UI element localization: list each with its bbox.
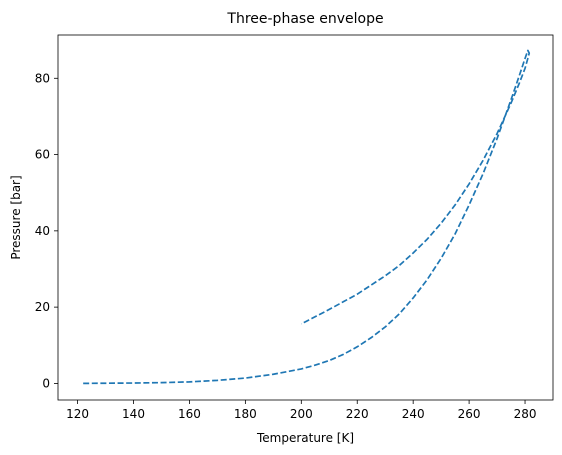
series-layer xyxy=(83,50,529,383)
x-tick-label: 160 xyxy=(178,407,201,421)
y-axis-label: Pressure [bar] xyxy=(9,175,23,259)
series-line-0 xyxy=(83,50,529,383)
x-tick-label: 260 xyxy=(458,407,481,421)
y-tick-label: 20 xyxy=(35,300,50,314)
x-tick-label: 180 xyxy=(234,407,257,421)
x-axis-label: Temperature [K] xyxy=(256,431,354,445)
x-tick-label: 220 xyxy=(346,407,369,421)
y-tick-label: 60 xyxy=(35,148,50,162)
y-tick-label: 0 xyxy=(42,376,50,390)
plot-frame xyxy=(58,35,553,400)
x-tick-label: 280 xyxy=(514,407,537,421)
x-axis-ticks: 120 140 160 180 200 220 240 260 280 xyxy=(66,400,536,421)
y-axis-ticks: 0 20 40 60 80 xyxy=(35,71,58,390)
x-tick-label: 240 xyxy=(402,407,425,421)
x-tick-label: 120 xyxy=(66,407,89,421)
x-tick-label: 140 xyxy=(122,407,145,421)
x-tick-label: 200 xyxy=(290,407,313,421)
y-tick-label: 40 xyxy=(35,224,50,238)
chart-title: Three-phase envelope xyxy=(226,11,383,27)
y-tick-label: 80 xyxy=(35,71,50,85)
